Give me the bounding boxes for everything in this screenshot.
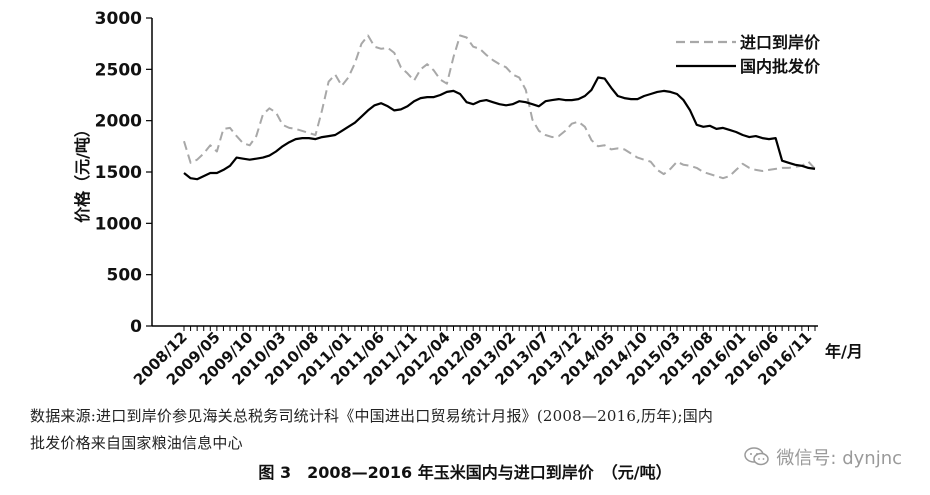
chart-series-lines	[183, 34, 816, 181]
y-tick-label: 1000	[95, 214, 142, 234]
y-axis-ticks: 0 500 1000 1500 2000 2500 3000	[95, 9, 152, 337]
legend-label-1: 进口到岸价	[740, 33, 821, 52]
y-tick-label: 500	[107, 266, 143, 286]
series-line-1	[183, 34, 816, 180]
x-axis-ticks: 2008/122009/052009/102010/032010/082011/…	[130, 326, 816, 389]
data-source-note-line1: 数据来源:进口到岸价参见海关总税务司统计科《中国进出口贸易统计月报》(2008—…	[30, 407, 714, 425]
legend-label-2: 国内批发价	[740, 57, 821, 76]
data-source-note-line2: 批发价格来自国家粮油信息中心	[30, 434, 243, 452]
y-tick-label: 2000	[95, 112, 142, 132]
y-axis-label: 价格（元/吨）	[73, 121, 92, 223]
wechat-icon	[744, 447, 770, 466]
x-axis-label: 年/月	[825, 342, 863, 361]
y-tick-label: 1500	[95, 163, 142, 183]
wechat-watermark: 微信号: dynjnc	[744, 444, 902, 470]
watermark-text: 微信号: dynjnc	[776, 448, 902, 469]
chart-axes	[151, 18, 818, 327]
y-tick-label: 2500	[95, 60, 142, 80]
y-tick-label: 0	[130, 317, 142, 337]
series-line-2	[183, 76, 816, 181]
line-chart: 0 500 1000 1500 2000 2500 3000 2008/122009/052…	[73, 9, 863, 389]
y-tick-label: 3000	[95, 9, 142, 29]
figure-caption: 图 3 2008—2016 年玉米国内与进口到岸价 （元/吨）	[258, 463, 672, 482]
